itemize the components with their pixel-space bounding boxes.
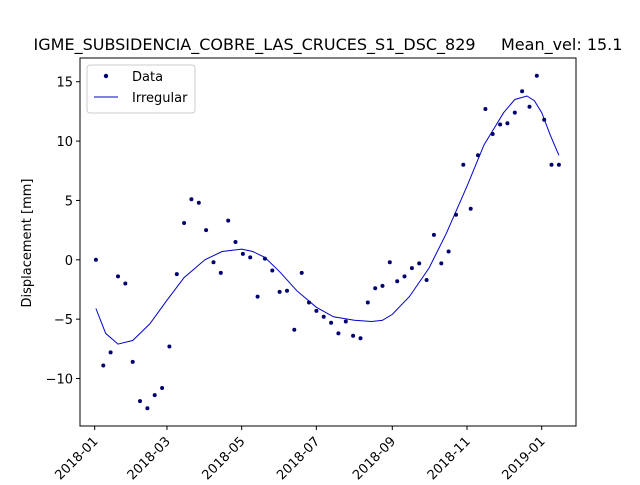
data-point <box>321 314 326 319</box>
data-point <box>240 251 245 256</box>
x-tick-label: 2019-01 <box>500 434 549 480</box>
data-point <box>387 260 392 265</box>
data-point <box>556 162 561 167</box>
data-point <box>454 212 458 217</box>
data-point <box>542 117 547 122</box>
data-point <box>358 336 363 341</box>
data-point <box>226 218 231 223</box>
x-tick-label: 2018-03 <box>125 434 174 480</box>
data-point <box>299 270 304 275</box>
y-tick-label: 5 <box>65 194 73 209</box>
data-point <box>101 363 106 368</box>
data-point <box>549 162 554 167</box>
y-tick-label: −10 <box>46 373 73 388</box>
data-point <box>211 260 216 265</box>
data-point <box>505 121 510 126</box>
data-point <box>116 274 120 279</box>
data-point <box>130 359 135 364</box>
data-point <box>196 200 201 205</box>
data-point <box>520 89 525 94</box>
data-point <box>145 406 150 411</box>
data-point <box>123 281 128 286</box>
x-tick-label: 2018-01 <box>53 434 102 480</box>
data-point <box>204 228 209 233</box>
legend-data-label: Data <box>132 70 163 85</box>
data-point <box>182 221 187 225</box>
data-point <box>351 333 356 338</box>
data-point <box>380 283 385 288</box>
data-point <box>402 274 407 279</box>
data-point <box>373 286 378 291</box>
chart-title: IGME_SUBSIDENCIA_COBRE_LAS_CRUCES_S1_DSC… <box>34 35 623 55</box>
legend: Data Irregular <box>86 64 196 114</box>
x-tick-label: 2018-09 <box>350 434 399 480</box>
data-point <box>262 256 267 261</box>
data-point <box>189 197 194 202</box>
data-point <box>439 261 444 266</box>
data-point <box>365 300 370 305</box>
y-tick-label: 15 <box>56 76 73 91</box>
data-point <box>461 162 466 167</box>
data-point <box>446 249 451 254</box>
data-point <box>108 350 113 355</box>
data-point <box>527 104 532 109</box>
legend-irregular-label: Irregular <box>132 91 188 106</box>
data-point <box>490 132 495 136</box>
data-point <box>255 294 260 299</box>
plot-area: −10 −5 0 5 10 15 2018-01 2018-03 2018-05 2018-07 2… <box>46 57 577 483</box>
data-point <box>336 331 341 336</box>
data-point <box>483 107 488 111</box>
data-point <box>93 257 98 262</box>
data-point <box>424 278 429 282</box>
x-tick-label: 2018-11 <box>425 434 474 480</box>
data-point <box>248 255 253 260</box>
series-line-irregular <box>95 95 560 345</box>
data-point <box>431 232 436 237</box>
data-point <box>395 279 400 284</box>
x-tick-label: 2018-07 <box>274 434 323 480</box>
data-point <box>409 266 414 271</box>
x-tick-label: 2018-05 <box>199 434 248 480</box>
data-point <box>233 240 238 244</box>
legend-box <box>86 64 196 114</box>
data-point <box>417 261 422 266</box>
data-point <box>468 206 473 211</box>
data-point <box>476 153 480 158</box>
data-point <box>292 327 297 332</box>
data-point <box>329 320 334 325</box>
data-point <box>218 270 223 275</box>
data-point <box>343 319 348 324</box>
data-point <box>285 288 289 293</box>
data-point <box>174 272 179 277</box>
y-tick-label: 10 <box>56 135 73 150</box>
data-point <box>512 110 517 115</box>
data-point <box>160 386 165 390</box>
data-point <box>534 73 539 78</box>
data-point <box>167 344 172 349</box>
data-point <box>138 399 142 404</box>
legend-data-marker <box>103 73 109 79</box>
data-point <box>307 300 311 305</box>
data-point <box>314 308 319 313</box>
y-tick-label: −5 <box>54 313 73 328</box>
y-axis-label: Displacement [mm] <box>20 179 35 308</box>
data-point <box>152 393 157 398</box>
data-point <box>277 289 282 294</box>
y-tick-label: 0 <box>65 254 73 269</box>
axes-frame <box>79 57 577 427</box>
data-point <box>498 122 503 127</box>
data-point <box>270 268 275 273</box>
